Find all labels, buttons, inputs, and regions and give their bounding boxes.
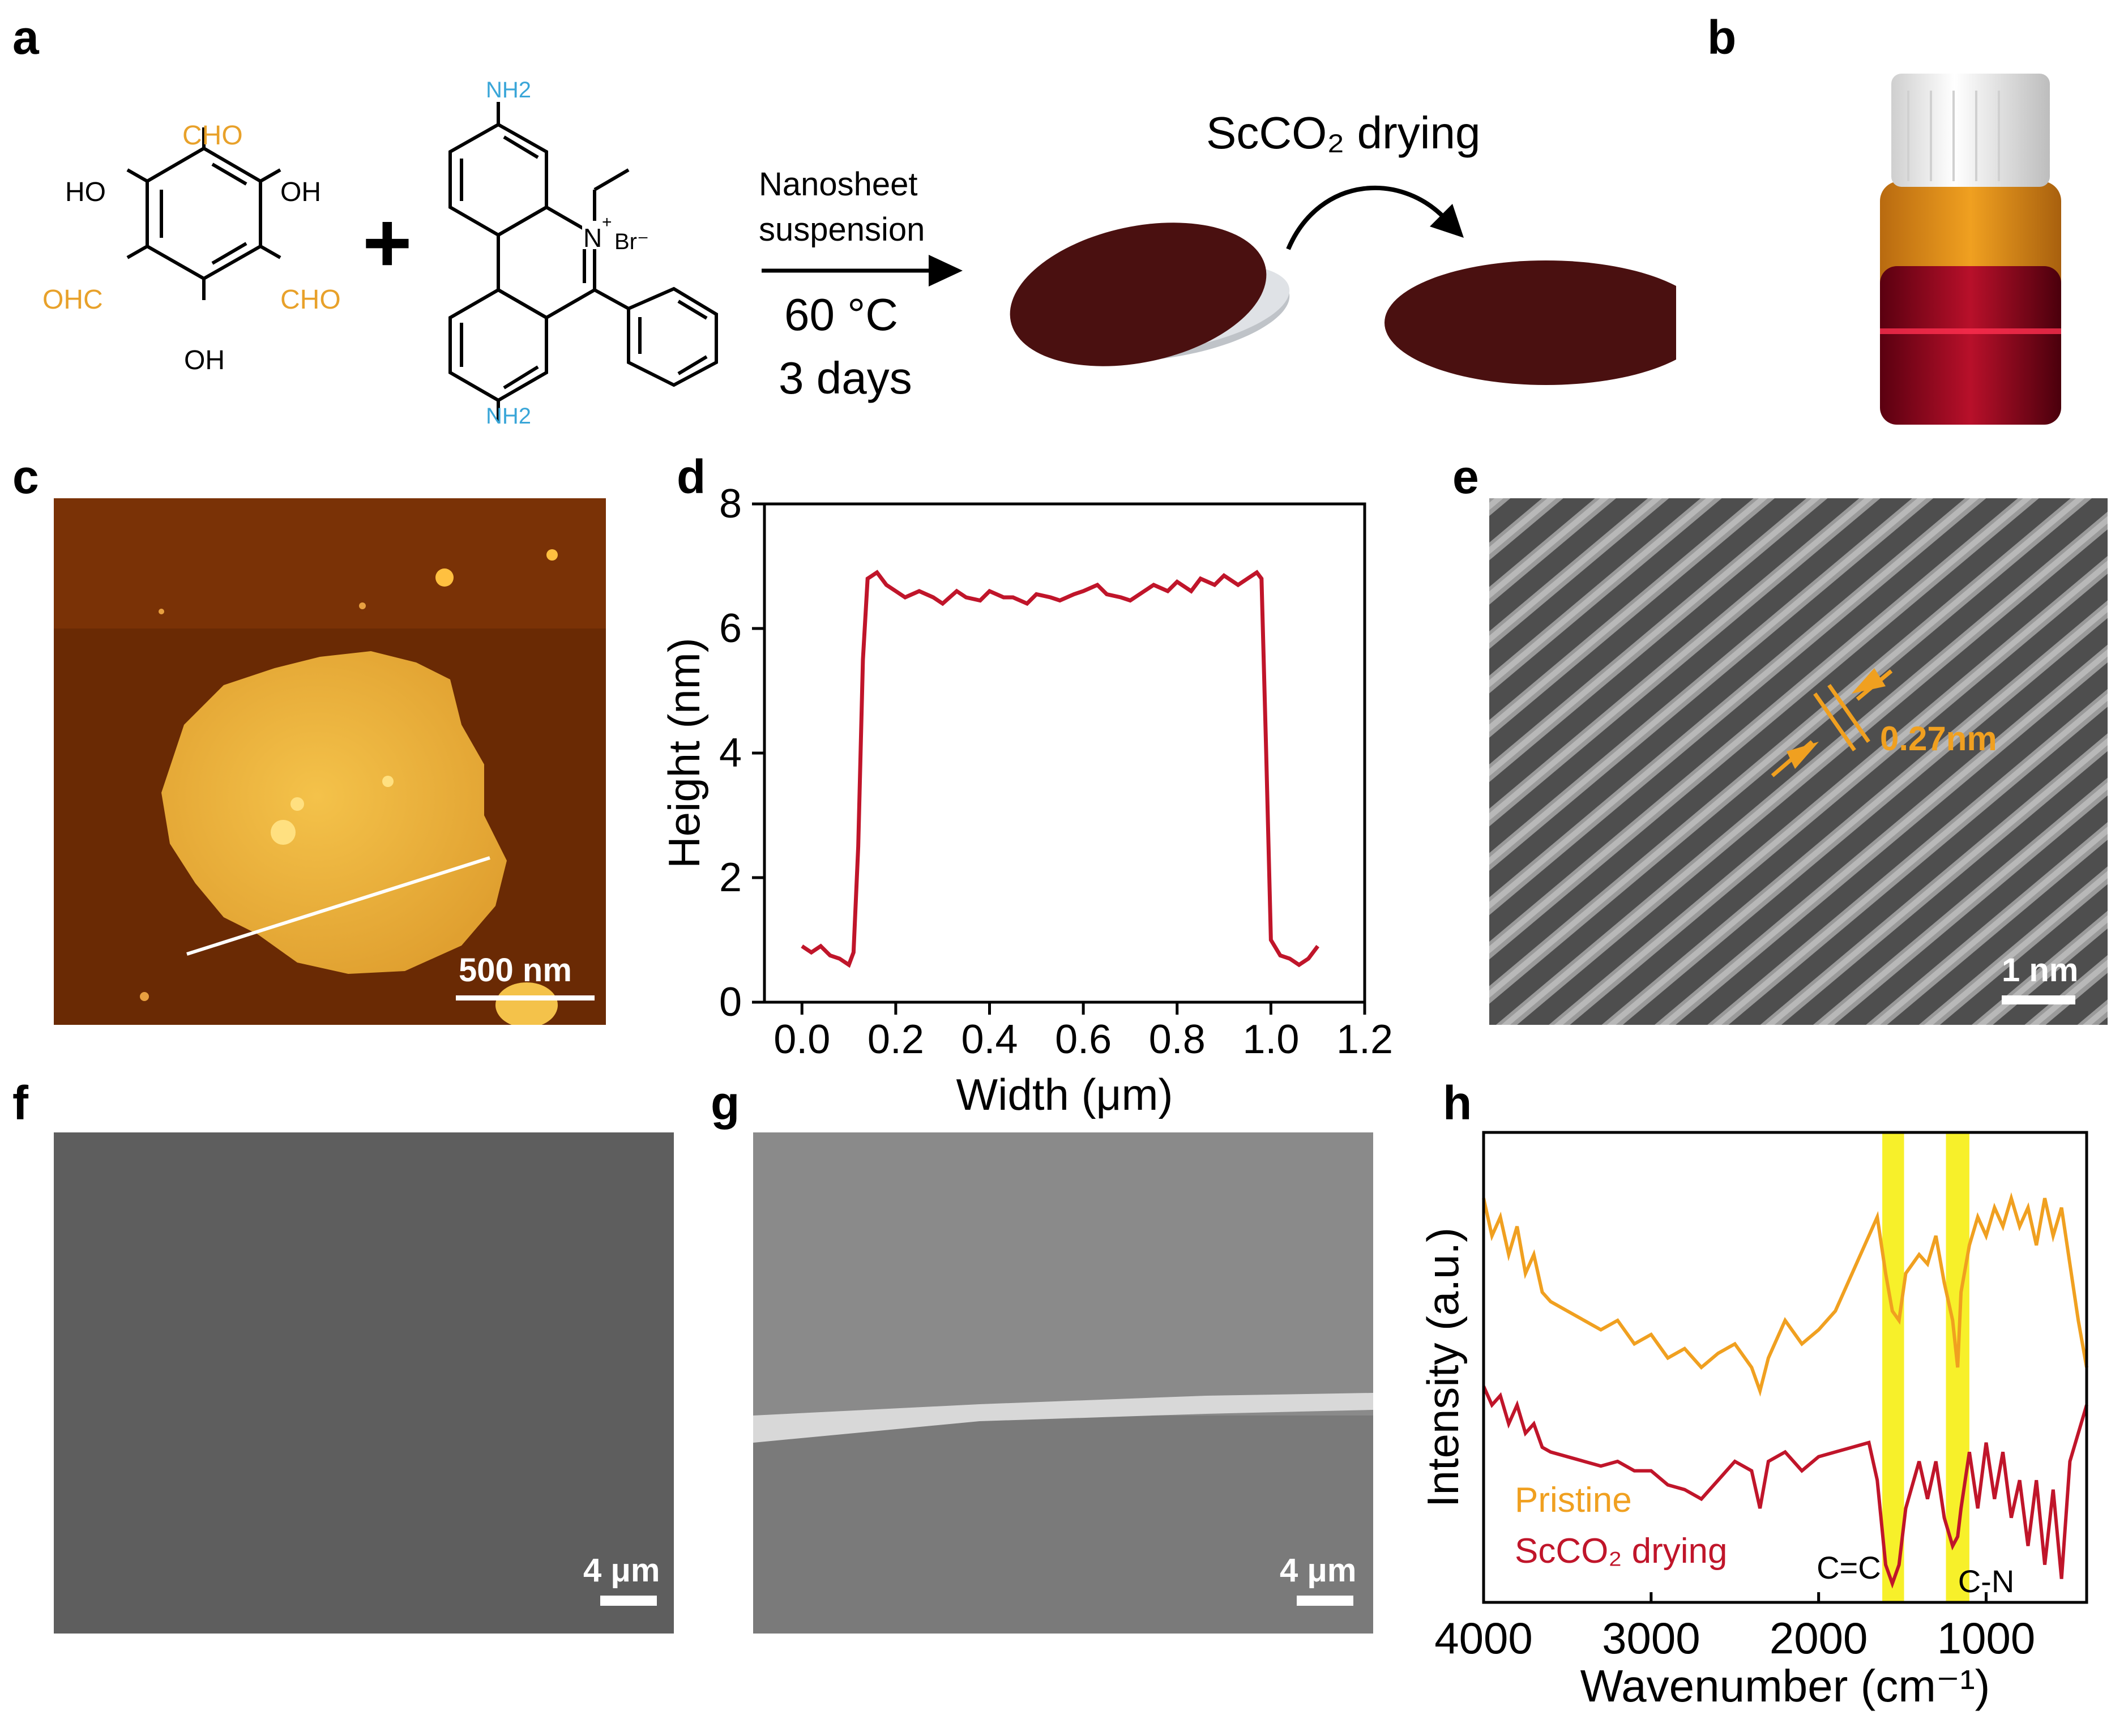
ftir-series-line	[1482, 1192, 2088, 1397]
sem-surface-image: 4 μm	[54, 1132, 674, 1634]
legend-entry: ScCO₂ drying	[1515, 1532, 1728, 1571]
membrane-on-substrate	[1010, 223, 1290, 366]
height-profile-chart: 0.0 0.2 0.4 0.6 0.8 1.0 1.2 0 2 4 6 8 Width (μm) Heig…	[659, 487, 1393, 1119]
annotation-cn: C-N	[1958, 1563, 2015, 1599]
panel-label-c: c	[12, 450, 39, 503]
sem-cross-scale-label: 4 μm	[1280, 1552, 1357, 1589]
afm-scale-label: 500 nm	[459, 952, 572, 989]
ftir-series-line	[1482, 1385, 2088, 1589]
panel-label-h: h	[1443, 1076, 1472, 1130]
plot-frame	[1482, 1131, 2088, 1604]
y-axis-label: Intensity (a.u.)	[1418, 1228, 1468, 1507]
x-tick-label: 3000	[1602, 1613, 1700, 1663]
membrane-cross-section	[753, 1393, 1373, 1443]
y-tick-label: 8	[719, 487, 742, 527]
x-tick-label: 1.0	[1242, 1017, 1299, 1062]
panel-label-f: f	[12, 1076, 28, 1130]
x-axis-label: Width (μm)	[956, 1070, 1173, 1119]
y-axis-label: Height (nm)	[659, 638, 709, 868]
bromide-counterion: Br⁻	[614, 229, 649, 254]
panel-label-g: g	[711, 1076, 740, 1130]
sem-cross-scale-bar	[1297, 1596, 1353, 1606]
highlight-band	[1882, 1132, 1904, 1602]
tem-image: 0.27nm 1 nm	[1489, 498, 2108, 1025]
ftir-chart: Pristine ScCO₂ drying 4000 3000 2000 1000 C=C C…	[1418, 1131, 2088, 1711]
x-tick-label: 4000	[1434, 1613, 1533, 1663]
hydroxyl-bottom: OH	[184, 345, 225, 375]
aldehyde-top: CHO	[182, 121, 243, 151]
y-tick-label: 6	[719, 606, 742, 651]
synthesis-scheme: CHO HO OH OHC CHO OH + N + Br⁻ NH2 NH2 N	[42, 78, 1676, 429]
legend-entry: Pristine	[1515, 1481, 1632, 1520]
y-tick-label: 0	[719, 980, 742, 1025]
triformylphloroglucinol-molecule	[126, 127, 281, 300]
height-profile-line	[801, 570, 1319, 968]
sem-cross-section-image: 4 μm	[753, 1132, 1373, 1634]
tem-scale-bar	[2002, 995, 2075, 1004]
x-tick-label: 0.0	[774, 1017, 830, 1062]
x-tick-label: 1000	[1937, 1613, 2036, 1663]
condition-line2: suspension	[759, 211, 925, 248]
nitrogen-atom: N	[583, 223, 602, 253]
sem-surface-scale-bar	[600, 1596, 657, 1606]
amine-top: NH2	[486, 78, 531, 102]
hydroxyl-upper-right: OH	[280, 177, 321, 207]
freestanding-membrane	[1384, 260, 1676, 385]
x-tick-label: 1.2	[1336, 1017, 1393, 1062]
y-tick-label: 2	[719, 855, 742, 900]
lattice-spacing-label: 0.27nm	[1880, 720, 1997, 758]
x-tick-label: 0.2	[868, 1017, 924, 1062]
x-tick-label: 0.4	[961, 1017, 1018, 1062]
drying-arrow	[1286, 185, 1452, 250]
x-axis-label: Wavenumber (cm⁻¹)	[1580, 1661, 1990, 1711]
panel-label-e: e	[1452, 450, 1479, 503]
afm-scale-bar	[456, 995, 595, 1000]
afm-image: 500 nm	[54, 498, 606, 1025]
panel-label-a: a	[12, 11, 39, 64]
tem-scale-label: 1 nm	[2002, 952, 2079, 989]
y-tick-label: 4	[719, 730, 742, 776]
vial-photo	[1880, 74, 2061, 425]
sem-surface-scale-label: 4 μm	[583, 1552, 660, 1589]
x-tick-label: 0.8	[1149, 1017, 1206, 1062]
panel-label-d: d	[677, 450, 706, 503]
hydroxyl-upper-left: HO	[65, 177, 106, 207]
annotation-cc: C=C	[1817, 1550, 1881, 1585]
aldehyde-left: OHC	[42, 285, 103, 315]
plus-sign: +	[362, 195, 412, 290]
panel-label-b: b	[1707, 11, 1737, 64]
x-tick-label: 0.6	[1055, 1017, 1112, 1062]
nitrogen-charge: +	[602, 213, 612, 232]
condition-line1: Nanosheet	[759, 166, 918, 203]
ethidium-bromide-molecule	[448, 102, 718, 422]
condition-time: 3 days	[779, 353, 912, 403]
amine-bottom: NH2	[486, 404, 531, 429]
aldehyde-right: CHO	[280, 285, 341, 315]
x-tick-label: 2000	[1770, 1613, 1868, 1663]
drying-label: ScCO₂ drying	[1206, 108, 1481, 158]
condition-temp: 60 °C	[784, 289, 898, 340]
